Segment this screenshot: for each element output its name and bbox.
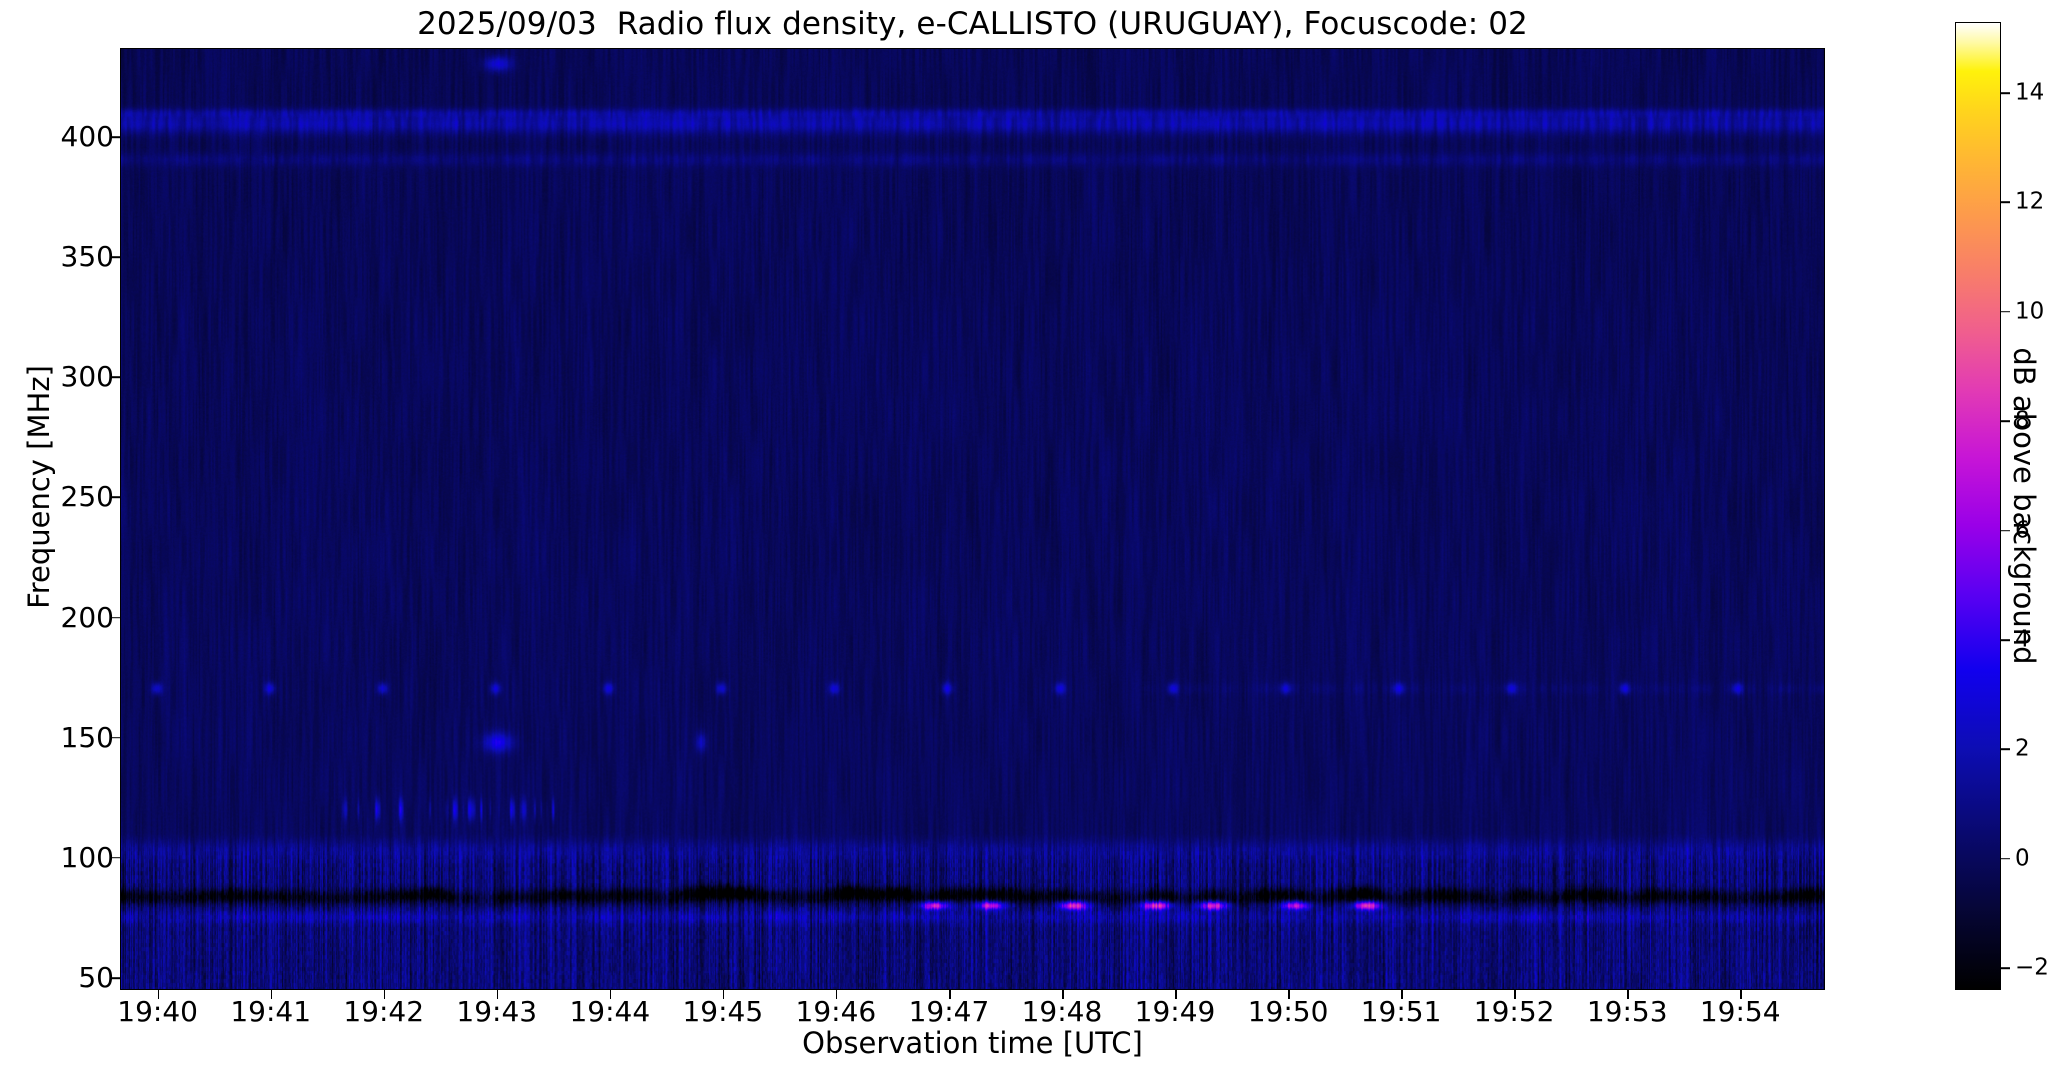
x-tick-mark <box>609 990 612 999</box>
colorbar-tick-mark <box>2001 92 2010 94</box>
colorbar-group[interactable]: −2 0 2 4 6 8 10 12 14 <box>1955 22 2049 990</box>
y-tick-label: 350 <box>60 240 114 274</box>
y-tick-mark <box>112 256 121 258</box>
y-tick-label: 200 <box>60 600 114 634</box>
x-tick-label: 19:40 <box>117 995 198 1028</box>
x-tick-label: 19:42 <box>343 995 425 1028</box>
colorbar-tick-label: 8 <box>2015 407 2030 434</box>
spectrogram-image <box>121 49 1824 989</box>
x-tick-label: 19:46 <box>795 995 877 1028</box>
y-tick-mark <box>112 736 121 739</box>
x-tick-mark <box>1401 990 1403 999</box>
x-tick-label: 19:51 <box>1360 995 1442 1028</box>
colorbar-tick-mark <box>2001 967 2010 969</box>
colorbar-tick-mark <box>2001 420 2010 423</box>
x-tick-label: 19:49 <box>1134 995 1216 1028</box>
y-tick-label: 50 <box>78 960 114 994</box>
y-tick-mark <box>112 136 121 138</box>
y-tick-label: 300 <box>60 360 114 394</box>
x-tick-label: 19:52 <box>1473 995 1555 1028</box>
colorbar-tick-mark <box>2001 857 2010 860</box>
colorbar-tick-mark <box>2001 311 2010 313</box>
x-tick-mark <box>1514 990 1516 999</box>
colorbar-tick-label: 12 <box>2015 188 2045 215</box>
colorbar-tick-mark <box>2001 748 2010 751</box>
x-tick-mark <box>1175 990 1177 999</box>
x-tick-mark <box>948 990 951 999</box>
x-tick-mark <box>1061 990 1064 999</box>
x-tick-label: 19:48 <box>1021 995 1103 1028</box>
x-tick-label: 19:53 <box>1586 995 1668 1028</box>
y-tick-mark <box>112 616 121 619</box>
x-tick-mark <box>835 990 838 999</box>
y-tick-mark <box>112 496 121 499</box>
colorbar-tick-mark <box>2001 639 2010 641</box>
y-tick-label: 100 <box>60 840 114 874</box>
colorbar-gradient <box>1955 22 2001 990</box>
x-tick-label: 19:44 <box>569 995 651 1028</box>
colorbar-tick-label: 14 <box>2015 79 2045 106</box>
x-tick-mark <box>383 990 386 999</box>
x-tick-mark <box>1627 990 1629 999</box>
colorbar-tick-label: −2 <box>2015 954 2049 981</box>
x-tick-mark <box>270 990 273 999</box>
x-tick-mark <box>157 990 160 999</box>
x-tick-mark <box>722 990 725 999</box>
chart-title: 2025/09/03 Radio flux density, e-CALLIST… <box>417 6 1528 42</box>
x-tick-mark <box>1288 990 1290 999</box>
x-tick-mark <box>1740 990 1742 999</box>
x-tick-mark <box>496 990 499 999</box>
x-tick-label: 19:45 <box>682 995 764 1028</box>
x-axis-label: Observation time [UTC] <box>802 1026 1143 1060</box>
y-tick-label: 150 <box>60 720 114 754</box>
y-tick-mark <box>112 376 121 379</box>
colorbar-tick-mark <box>2001 201 2010 204</box>
spectrogram-plot-area[interactable] <box>120 48 1825 990</box>
colorbar-tick-label: 10 <box>2015 298 2045 325</box>
x-tick-label: 19:50 <box>1247 995 1329 1028</box>
colorbar-tick-label: 4 <box>2015 626 2030 653</box>
colorbar-tick-label: 6 <box>2015 517 2030 544</box>
y-tick-mark <box>112 857 121 859</box>
y-tick-mark <box>112 977 121 979</box>
y-tick-label: 400 <box>60 119 114 153</box>
colorbar-tick-label: 0 <box>2015 845 2030 872</box>
colorbar-label: dB above background <box>2007 347 2041 665</box>
x-tick-label: 19:43 <box>456 995 538 1028</box>
colorbar-tick-mark <box>2001 529 2010 532</box>
y-tick-label: 250 <box>60 480 114 514</box>
x-tick-label: 19:41 <box>230 995 312 1028</box>
colorbar-tick-label: 2 <box>2015 735 2030 762</box>
x-tick-label: 19:47 <box>908 995 990 1028</box>
x-tick-label: 19:54 <box>1699 995 1781 1028</box>
